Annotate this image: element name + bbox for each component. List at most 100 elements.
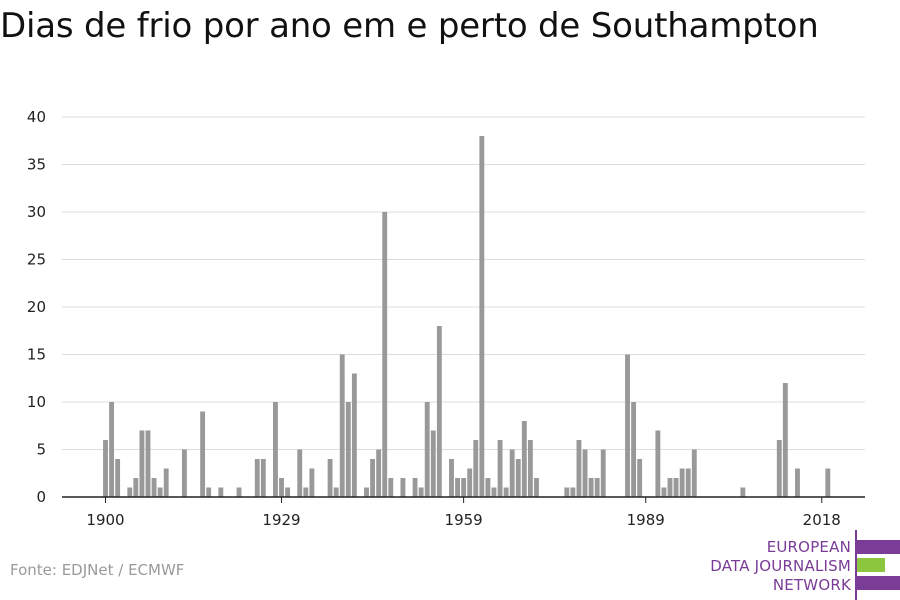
bar — [594, 478, 600, 497]
y-tick-label: 30 — [27, 203, 46, 221]
bar — [655, 430, 661, 497]
bar — [236, 487, 242, 497]
bar — [637, 459, 643, 497]
bar — [273, 402, 278, 497]
bar — [661, 487, 667, 497]
bar — [564, 487, 570, 497]
bar — [691, 449, 697, 497]
bar — [527, 440, 533, 497]
bar — [485, 478, 491, 497]
x-axis-tick-labels: 1900 1929 1959 1989 2018 — [86, 497, 841, 529]
bar — [795, 468, 800, 497]
x-tick-label: 1989 — [627, 511, 665, 529]
bar — [327, 459, 333, 497]
bar — [388, 478, 394, 497]
bar — [667, 478, 673, 497]
bar — [430, 430, 436, 497]
y-tick-label: 0 — [36, 488, 46, 506]
y-tick-label: 20 — [27, 298, 46, 316]
y-tick-label: 35 — [27, 156, 46, 174]
bar — [309, 468, 315, 497]
bar — [333, 487, 339, 497]
bar — [473, 440, 479, 497]
bar — [218, 487, 224, 497]
bar — [200, 411, 206, 497]
edjnet-logo: EUROPEAN DATA JOURNALISM NETWORK — [700, 530, 900, 600]
logo-bar-bottom — [857, 576, 900, 590]
bar — [127, 487, 133, 497]
bar — [339, 354, 345, 497]
logo-separator — [855, 530, 857, 600]
y-tick-label: 10 — [27, 393, 46, 411]
bar — [351, 373, 357, 497]
bar — [382, 212, 388, 497]
y-tick-label: 25 — [27, 251, 46, 269]
bar — [570, 487, 576, 497]
bar — [479, 136, 485, 497]
bar — [151, 478, 157, 497]
source-note: Fonte: EDJNet / ECMWF — [10, 561, 185, 579]
bar — [139, 430, 145, 497]
bar — [181, 449, 187, 497]
bar — [673, 478, 679, 497]
bar — [582, 449, 588, 497]
bar — [491, 487, 497, 497]
y-tick-label: 15 — [27, 346, 46, 364]
bar — [588, 478, 594, 497]
bar — [376, 449, 382, 497]
bar — [576, 440, 582, 497]
bar — [157, 487, 163, 497]
bar — [740, 487, 746, 497]
bar — [776, 440, 782, 497]
chart-title: Dias de frio por ano em e perto de South… — [0, 6, 819, 46]
bar — [509, 449, 515, 497]
bar — [782, 383, 788, 497]
bar — [133, 478, 139, 497]
bar — [254, 459, 260, 497]
bar — [364, 487, 369, 497]
bar — [370, 459, 376, 497]
bar — [436, 326, 442, 497]
bar — [109, 402, 115, 497]
gridlines — [62, 116, 865, 450]
bar — [303, 487, 309, 497]
x-tick-label: 1929 — [262, 511, 300, 529]
logo-bar-middle — [857, 558, 885, 572]
x-tick-label: 1959 — [445, 511, 483, 529]
bar — [534, 478, 539, 497]
bar — [679, 468, 685, 497]
bar — [503, 487, 509, 497]
bar — [685, 468, 691, 497]
bar — [297, 449, 303, 497]
bar — [103, 440, 108, 497]
bar — [424, 402, 430, 497]
x-tick-label: 1900 — [86, 511, 124, 529]
y-axis-tick-labels: 0 5 10 15 20 25 30 35 40 — [27, 108, 46, 506]
bar — [449, 459, 454, 497]
bar — [515, 459, 521, 497]
bar — [145, 430, 151, 497]
bar — [467, 468, 473, 497]
bar — [279, 478, 284, 497]
bars — [103, 136, 831, 497]
logo-line-2: DATA JOURNALISM — [710, 557, 851, 575]
logo-bar-top — [857, 540, 900, 554]
y-tick-label: 5 — [36, 441, 46, 459]
logo-line-1: EUROPEAN — [766, 538, 851, 556]
bar — [400, 478, 406, 497]
bar — [631, 402, 637, 497]
bar — [412, 478, 418, 497]
bar — [825, 468, 831, 497]
bar — [260, 459, 266, 497]
bar — [115, 459, 121, 497]
bar — [625, 354, 630, 497]
bar — [345, 402, 351, 497]
bar — [206, 487, 212, 497]
bar — [285, 487, 291, 497]
y-tick-label: 40 — [27, 108, 46, 126]
bar — [600, 449, 606, 497]
bar — [163, 468, 169, 497]
bar — [418, 487, 424, 497]
bar — [497, 440, 503, 497]
